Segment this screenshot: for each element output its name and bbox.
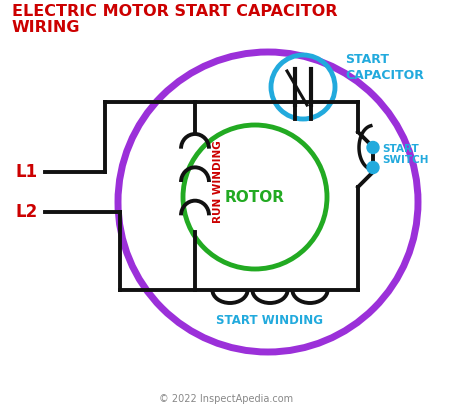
Circle shape <box>367 141 379 154</box>
Text: START WINDING: START WINDING <box>217 314 323 327</box>
Text: WIRING: WIRING <box>12 20 81 35</box>
Text: START
SWITCH: START SWITCH <box>382 144 429 165</box>
Text: © 2022 InspectApedia.com: © 2022 InspectApedia.com <box>159 394 293 404</box>
Text: ELECTRIC MOTOR START CAPACITOR: ELECTRIC MOTOR START CAPACITOR <box>12 4 337 19</box>
Text: ROTOR: ROTOR <box>225 190 285 204</box>
Text: L1: L1 <box>16 163 38 181</box>
Text: L2: L2 <box>16 203 38 221</box>
Text: RUN WINDING: RUN WINDING <box>213 140 223 223</box>
Circle shape <box>367 162 379 173</box>
Text: START
CAPACITOR: START CAPACITOR <box>345 52 424 82</box>
